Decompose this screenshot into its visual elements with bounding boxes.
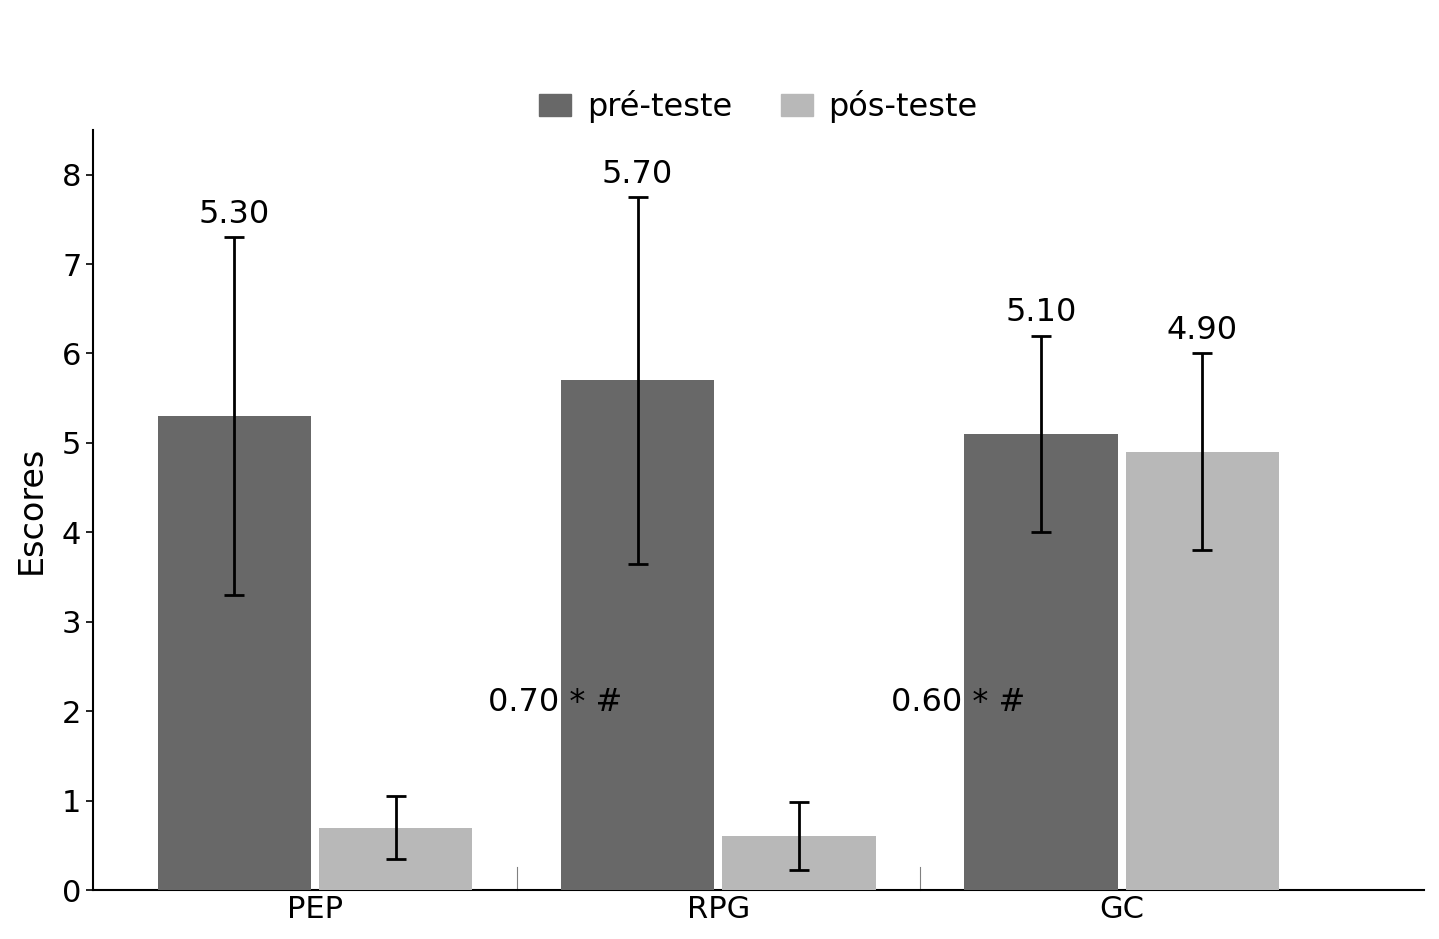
- Y-axis label: Escores: Escores: [14, 446, 47, 574]
- Bar: [158, 416, 311, 890]
- Legend: pré-teste, pós-teste: pré-teste, pós-teste: [527, 77, 990, 136]
- Bar: [561, 380, 714, 890]
- Bar: [964, 434, 1118, 890]
- Text: 5.30: 5.30: [199, 199, 271, 230]
- Bar: [1125, 452, 1279, 890]
- Text: 0.60 * #: 0.60 * #: [891, 686, 1025, 717]
- Text: 4.90: 4.90: [1167, 316, 1238, 346]
- Bar: [722, 837, 875, 890]
- Text: 0.70 * #: 0.70 * #: [488, 686, 622, 717]
- Text: 5.70: 5.70: [602, 159, 673, 190]
- Bar: [319, 827, 472, 890]
- Text: 5.10: 5.10: [1006, 298, 1076, 329]
